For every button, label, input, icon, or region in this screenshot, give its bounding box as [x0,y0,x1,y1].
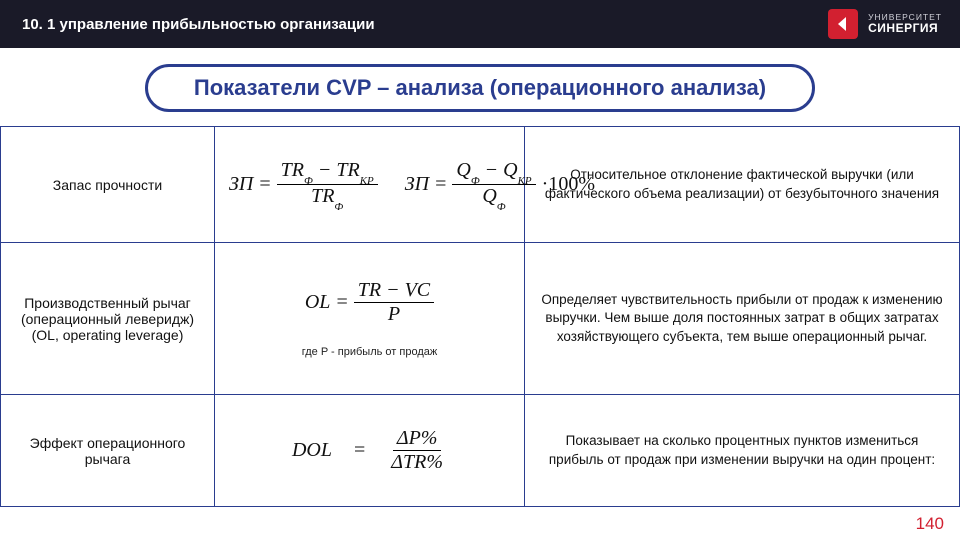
row2-name: Производственный рычаг (операционный лев… [1,243,215,395]
row2-formula: OL = TR − VC P где P - прибыль от продаж [215,243,525,395]
page-number: 140 [916,514,944,534]
table-row: Производственный рычаг (операционный лев… [1,243,960,395]
brand-line2: СИНЕРГИЯ [868,22,942,35]
row1-desc: Относительное отклонение фактической выр… [525,127,960,243]
table-row: Эффект операционного рычага DOL = ΔP% ΔT… [1,395,960,507]
brand-logo-icon [828,9,858,39]
slide-title: Показатели CVP – анализа (операционного … [145,64,815,112]
row2-formula-note: где P - прибыль от продаж [229,346,510,358]
section-title: 10. 1 управление прибыльностью организац… [22,16,375,33]
brand-text: УНИВЕРСИТЕТ СИНЕРГИЯ [868,13,942,35]
brand: УНИВЕРСИТЕТ СИНЕРГИЯ [828,9,942,39]
row3-formula: DOL = ΔP% ΔTR% [215,395,525,507]
slide-title-wrap: Показатели CVP – анализа (операционного … [0,64,960,112]
row2-desc: Определяет чувствительность прибыли от п… [525,243,960,395]
table-row: Запас прочности ЗП= TRФ − TRКР TRФ ЗП= Q… [1,127,960,243]
row1-name: Запас прочности [1,127,215,243]
row3-name: Эффект операционного рычага [1,395,215,507]
row1-formula: ЗП= TRФ − TRКР TRФ ЗП= QФ − QКР QФ ·100% [215,127,525,243]
header-bar: 10. 1 управление прибыльностью организац… [0,0,960,48]
row3-desc: Показывает на сколько процентных пунктов… [525,395,960,507]
indicators-table: Запас прочности ЗП= TRФ − TRКР TRФ ЗП= Q… [0,126,960,507]
